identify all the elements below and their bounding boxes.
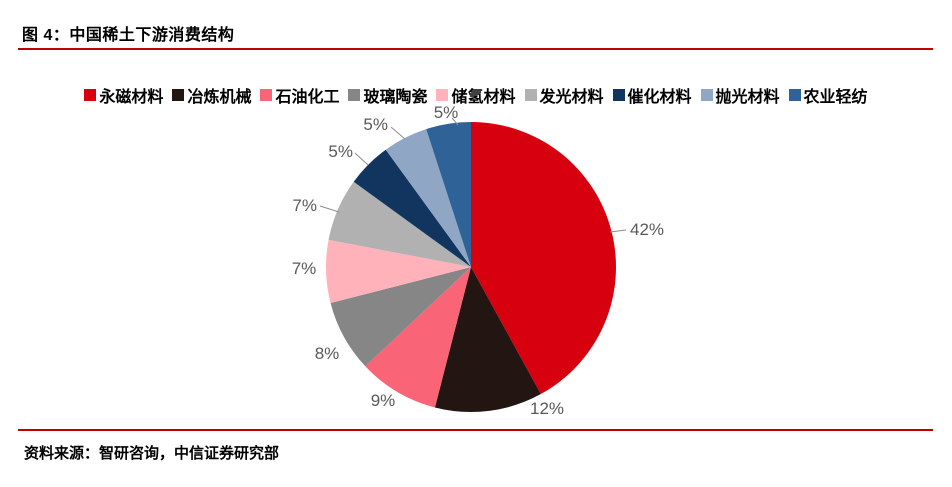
source-note: 资料来源：智研咨询，中信证券研究部 xyxy=(24,445,280,462)
legend-swatch-icon xyxy=(788,89,801,101)
legend-label: 农业轻纺 xyxy=(803,89,868,106)
label-leader-line xyxy=(451,117,459,126)
legend-label: 石油化工 xyxy=(275,89,340,106)
legend-item: 玻璃陶瓷 xyxy=(348,83,427,107)
legend-label: 发光材料 xyxy=(539,89,604,106)
pie-data-label: 7% xyxy=(292,196,317,215)
legend-label: 永磁材料 xyxy=(99,89,164,106)
label-leader-line xyxy=(609,229,627,233)
pie-slice-2 xyxy=(434,267,541,412)
pie-slice-8 xyxy=(385,129,471,267)
legend-item: 储氢材料 xyxy=(436,83,516,107)
pie-slice-7 xyxy=(353,149,471,267)
pie-data-label: 9% xyxy=(371,391,396,410)
legend-item: 发光材料 xyxy=(524,83,604,107)
legend-swatch-icon xyxy=(260,89,273,101)
footer-divider xyxy=(18,429,933,431)
legend-label: 催化材料 xyxy=(627,89,692,106)
pie-data-label: 5% xyxy=(328,142,353,161)
pie-data-label: 7% xyxy=(292,259,317,278)
legend-swatch-icon xyxy=(524,89,537,101)
legend-label: 冶炼机械 xyxy=(187,89,252,106)
label-leader-line xyxy=(319,205,340,213)
pie-data-label: 5% xyxy=(363,115,388,134)
legend-item: 永磁材料 xyxy=(84,83,163,107)
legend-item: 冶炼机械 xyxy=(172,83,251,107)
legend-label: 玻璃陶瓷 xyxy=(363,89,428,106)
pie-slice-4 xyxy=(330,267,471,367)
pie-data-label: 8% xyxy=(315,344,340,363)
legend-item: 农业轻纺 xyxy=(788,83,868,107)
legend-item: 石油化工 xyxy=(260,83,339,107)
pie-data-label: 5% xyxy=(434,103,459,122)
pie-slice-3 xyxy=(365,267,471,408)
title-divider xyxy=(18,48,933,50)
legend-item: 抛光材料 xyxy=(700,83,780,107)
legend-swatch-icon xyxy=(84,89,97,101)
pie-data-label: 42% xyxy=(630,220,664,239)
pie-data-label: 12% xyxy=(530,399,564,418)
legend-swatch-icon xyxy=(436,89,449,101)
chart-legend: 永磁材料 冶炼机械 石油化工 玻璃陶瓷 储氢材料 发光材料 催化材料 抛光材料 农业轻纺 xyxy=(0,83,952,107)
pie-slice-5 xyxy=(326,239,471,304)
legend-label: 储氢材料 xyxy=(451,89,516,106)
pie-slice-6 xyxy=(328,181,471,267)
figure-title: 图 4：中国稀土下游消费结构 xyxy=(22,27,235,44)
legend-swatch-icon xyxy=(348,89,361,101)
label-leader-line xyxy=(390,126,406,140)
legend-swatch-icon xyxy=(612,89,625,101)
pie-slice-9 xyxy=(426,122,471,267)
legend-swatch-icon xyxy=(700,89,713,101)
label-leader-line xyxy=(354,152,369,166)
legend-swatch-icon xyxy=(172,89,185,101)
pie-slice-1 xyxy=(471,122,616,395)
legend-item: 催化材料 xyxy=(612,83,692,107)
legend-label: 抛光材料 xyxy=(715,89,780,106)
